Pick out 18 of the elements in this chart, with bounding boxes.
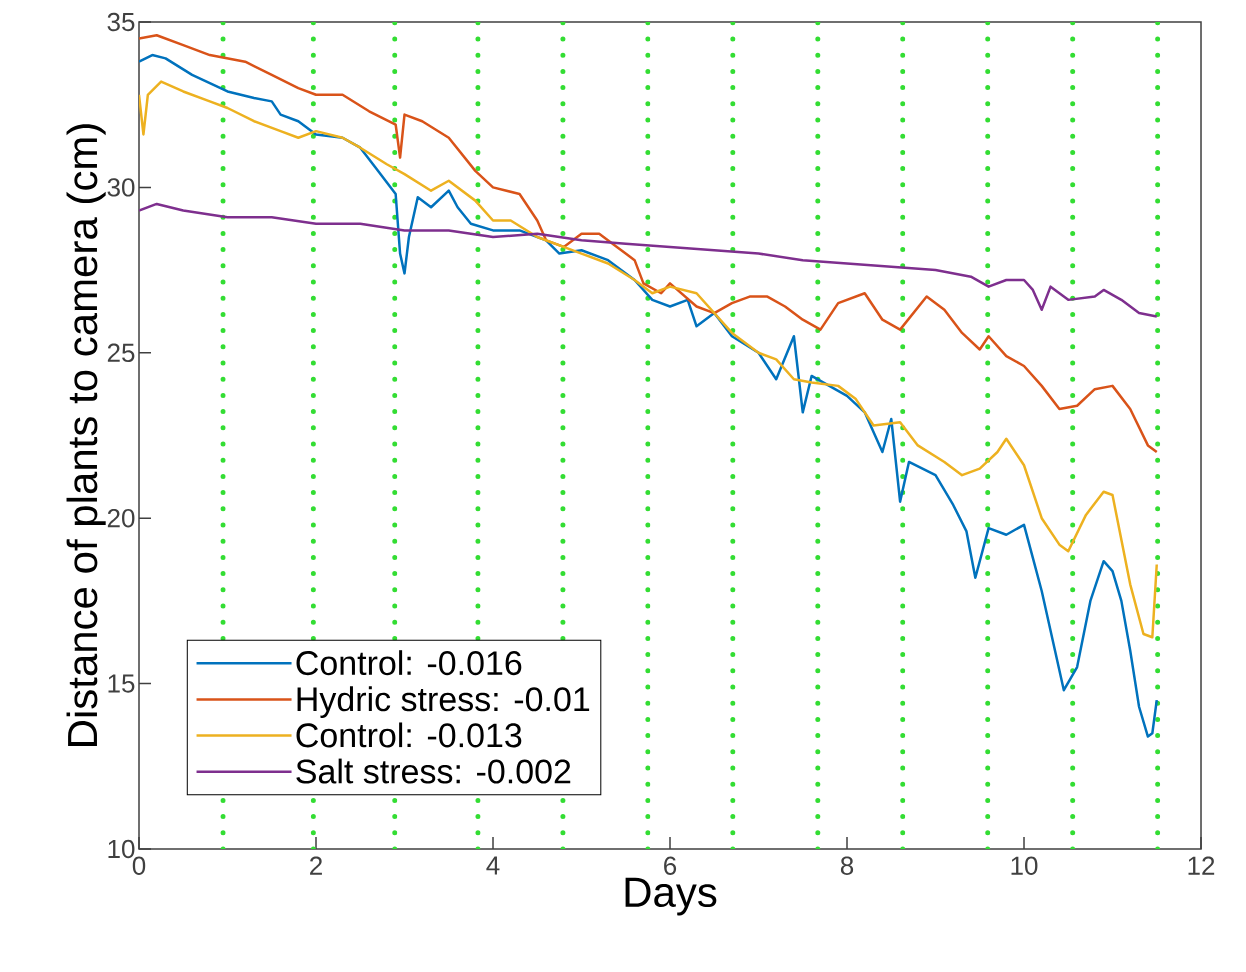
x-tick-label: 12 [1188, 856, 1215, 875]
line-series [139, 33, 1159, 454]
legend-label: Control: -0.013 [296, 722, 522, 748]
legend-label: Hydric stress: -0.01 [297, 686, 590, 719]
x-tick-label: 2 [310, 856, 322, 875]
x-tick-label: 8 [840, 856, 854, 875]
x-tick-label: 4 [486, 856, 500, 875]
x-axis-title: Days [625, 877, 717, 916]
y-axis-title: Distance of plants to camera (cm) [66, 124, 106, 746]
legend-label: Salt stress: -0.002 [296, 758, 571, 784]
y-tick-label: 15 [108, 674, 135, 693]
x-tick-label: 10 [1011, 856, 1038, 875]
y-tick-label: 25 [107, 343, 135, 362]
legend-label: Control: -0.016 [296, 650, 522, 676]
y-tick-label: 20 [107, 508, 135, 528]
y-tick-label: 35 [107, 12, 135, 32]
y-tick-label: 30 [107, 178, 135, 197]
x-tick-label: 6 [664, 856, 677, 875]
